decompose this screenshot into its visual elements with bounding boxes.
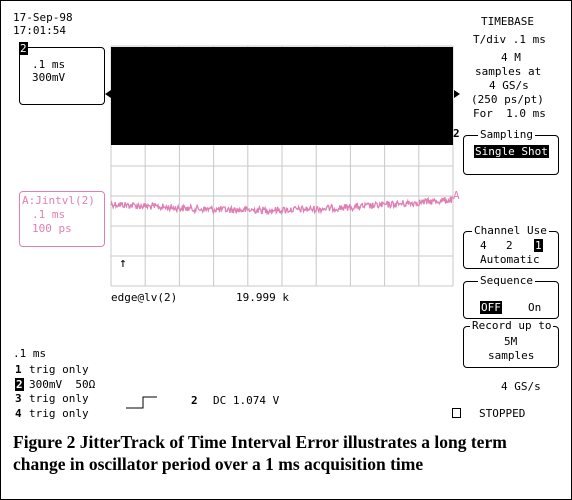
timebase-rate: 4 GS/s xyxy=(489,79,529,92)
channel-setting: trig only xyxy=(29,406,89,420)
time: 17:01:54 xyxy=(13,24,66,37)
timebase-duration: For 1.0 ms xyxy=(473,107,546,120)
trace-box[interactable]: A:Jintvl(2) .1 ms 100 ps xyxy=(19,191,105,247)
channel-setting: trig only xyxy=(29,392,89,405)
measurement-parameter: edge@lv(2) xyxy=(111,291,178,304)
channel-box[interactable]: 2 .1 ms 300mV xyxy=(19,42,105,105)
timebase-samples-at: samples at xyxy=(475,65,542,78)
sequence-on: On xyxy=(528,301,542,314)
record-line: Record up to xyxy=(470,319,554,332)
trace-label: A:Jintvl(2) xyxy=(22,194,95,207)
sequence-off: OFF xyxy=(480,301,502,314)
trace-marker: A xyxy=(453,189,460,202)
sampling-value: Single Shot xyxy=(474,145,549,158)
channel-use-mode: Automatic xyxy=(480,253,540,266)
channel-arrow xyxy=(454,90,460,98)
channel-use-title: Channel Use xyxy=(472,224,549,237)
display xyxy=(105,45,460,409)
channel-timebase: .1 ms xyxy=(32,58,66,71)
record-line: samples xyxy=(488,349,535,362)
channel-number: 4 xyxy=(15,406,22,420)
channel-marker: 2 xyxy=(453,127,460,140)
caption: Figure 2 JitterTrack of Time Interval Er… xyxy=(13,432,507,474)
channel-option: 2 xyxy=(506,239,513,252)
sampling-button[interactable]: Sampling Single Shot xyxy=(463,128,559,175)
channel-volts: 300mV xyxy=(32,71,66,84)
record-line: 5M xyxy=(504,335,518,348)
channel-waveform xyxy=(111,47,453,145)
date: 17-Sep-98 xyxy=(13,11,73,24)
trace-scale: 100 ps xyxy=(32,222,72,235)
channel-number: 2 xyxy=(19,42,28,55)
measurement-value: 19.999 k xyxy=(236,291,289,304)
trigger-symbol xyxy=(126,396,157,409)
trigger-level: DC 1.074 V xyxy=(213,394,280,407)
channel-option: 1 xyxy=(534,239,543,252)
channel-number: 2 xyxy=(15,377,24,391)
channel-arrow xyxy=(105,90,111,98)
status-checkbox xyxy=(452,408,461,418)
cursor-marker: ↑ xyxy=(119,256,127,271)
trace-timebase: .1 ms xyxy=(32,208,66,221)
status-state: STOPPED xyxy=(479,407,526,420)
timebase-title: TIMEBASE xyxy=(481,15,534,28)
sequence-title: Sequence xyxy=(478,274,535,287)
sampling-title: Sampling xyxy=(478,128,535,141)
channel-setting: 300mV 50Ω xyxy=(29,377,96,391)
timebase-samples: 4 M xyxy=(501,51,521,64)
channel-option: 4 xyxy=(480,239,487,252)
channel-number: 3 xyxy=(15,392,22,405)
status-rate: 4 GS/s xyxy=(501,380,541,393)
timebase-tdiv: T/div .1 ms xyxy=(473,33,546,46)
status-timebase: .1 ms xyxy=(13,347,47,360)
channel-use-button[interactable]: Channel Use 4 2 1 Automatic xyxy=(463,224,559,269)
channel-setting: trig only xyxy=(29,363,89,376)
record-button[interactable]: Record up to 5M samples xyxy=(463,319,559,368)
channel-number: 1 xyxy=(15,363,22,376)
timebase-resolution: (250 ps/pt) xyxy=(471,93,544,106)
sequence-button[interactable]: Sequence OFF On xyxy=(463,274,559,319)
jitter-trace xyxy=(110,196,454,216)
trigger-channel: 2 xyxy=(191,394,198,407)
